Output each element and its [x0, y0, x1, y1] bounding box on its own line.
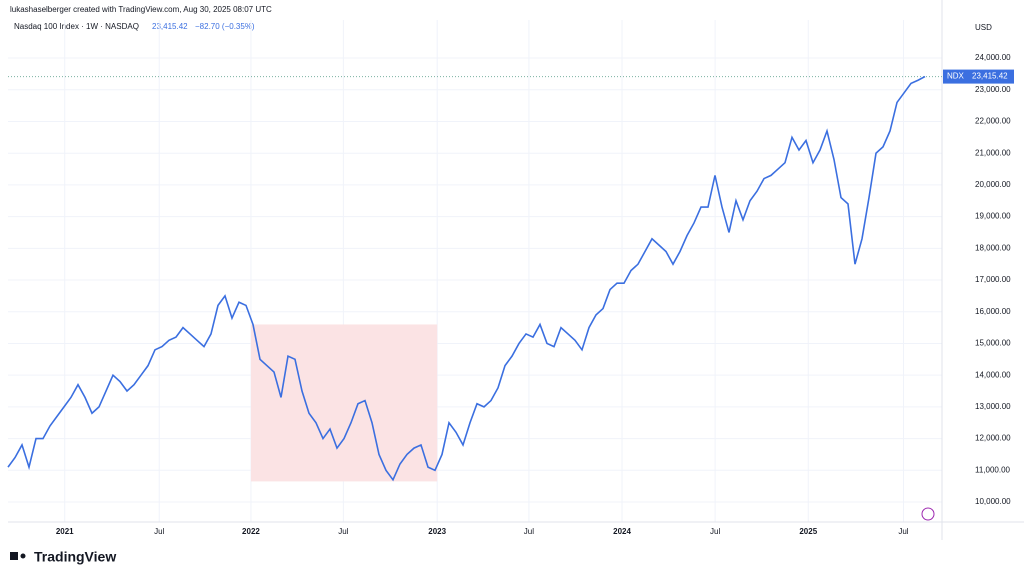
tag	[969, 69, 1014, 84]
symbol: Nasdaq 100 Index · 1W · NASDAQ	[14, 22, 139, 31]
logo: TradingView	[10, 549, 116, 565]
price: 23,415.42	[152, 22, 188, 31]
y-tick-label: 16,000.00	[975, 307, 1011, 316]
y-tick-label: 21,000.00	[975, 148, 1011, 157]
x-tick-label: 2021	[56, 527, 74, 536]
y-tick-label: 10,000.00	[975, 497, 1011, 506]
x-tick-label: 2022	[242, 527, 260, 536]
y-tick-label: 11,000.00	[975, 465, 1011, 474]
line	[7, 75, 926, 482]
y-tick-label: 19,000.00	[975, 212, 1011, 221]
x-tick-label: Jul	[524, 527, 534, 536]
x-tick-label: 2025	[799, 527, 817, 536]
x-tick-label: Jul	[154, 527, 164, 536]
y-tick-label: 18,000.00	[975, 243, 1011, 252]
y-tick-label: 15,000.00	[975, 339, 1011, 348]
highlight-box	[250, 324, 438, 482]
x-tick-label: Jul	[338, 527, 348, 536]
tag-price: 23,415.42	[972, 72, 1008, 81]
tag-name: NDX	[947, 72, 965, 81]
logo-text: TradingView	[34, 549, 116, 565]
icon[interactable]	[921, 507, 935, 521]
tag	[943, 69, 969, 84]
y-tick-label: 13,000.00	[975, 402, 1011, 411]
credit: lukashaselberger created with TradingVie…	[10, 5, 272, 14]
y-tick-label: 22,000.00	[975, 117, 1011, 126]
x-tick-label: 2023	[428, 527, 446, 536]
currency: USD	[975, 23, 992, 32]
y-tick-label: 23,000.00	[975, 85, 1011, 94]
x-tick-label: Jul	[710, 527, 720, 536]
change: −82.70 (−0.35%)	[195, 22, 255, 31]
y-tick-label: 17,000.00	[975, 275, 1011, 284]
y-tick-label: 12,000.00	[975, 434, 1011, 443]
x-tick-label: Jul	[898, 527, 908, 536]
x-tick-label: 2024	[613, 527, 631, 536]
y-tick-label: 20,000.00	[975, 180, 1011, 189]
y-tick-label: 24,000.00	[975, 53, 1011, 62]
y-tick-label: 14,000.00	[975, 370, 1011, 379]
